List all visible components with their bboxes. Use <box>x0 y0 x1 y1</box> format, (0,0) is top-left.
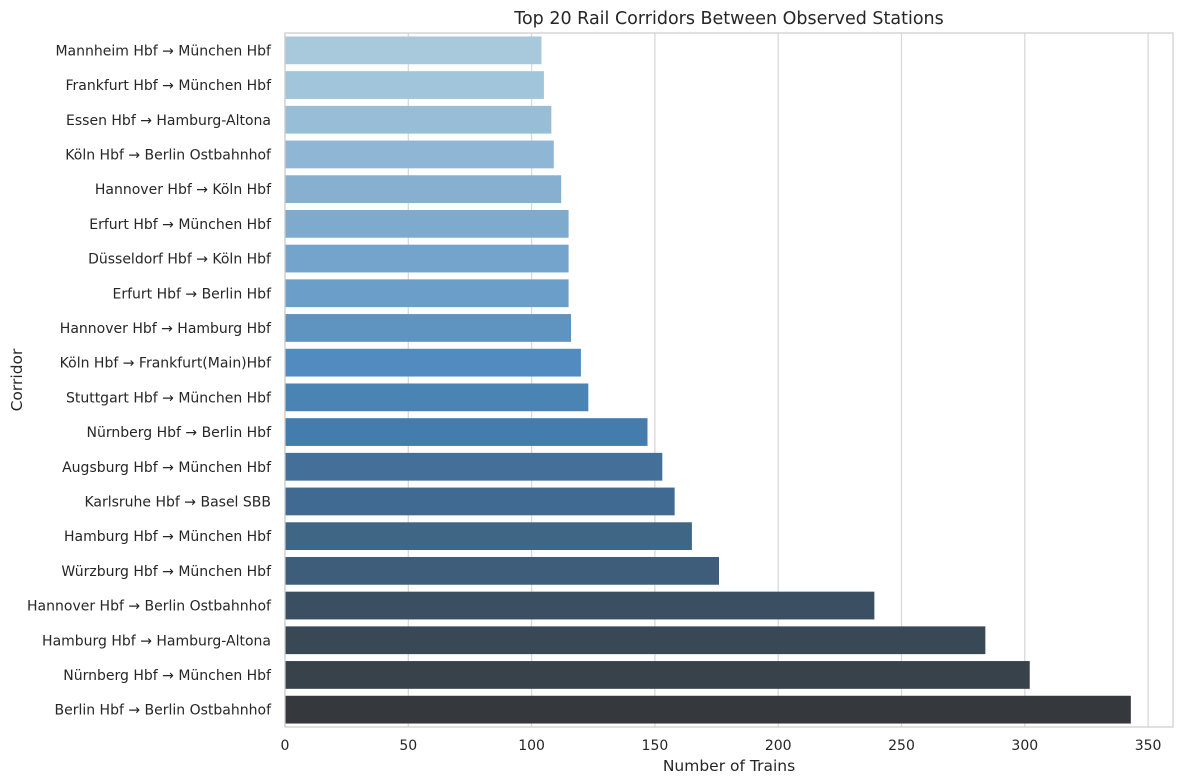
y-tick-label: Erfurt Hbf → München Hbf <box>89 217 272 233</box>
x-tick-label: 300 <box>1011 738 1038 754</box>
bar <box>285 71 544 99</box>
bar <box>285 348 581 377</box>
x-tick-label: 150 <box>642 738 669 754</box>
y-tick-label: Mannheim Hbf → München Hbf <box>55 43 272 59</box>
bar <box>285 209 569 238</box>
bar <box>285 626 986 655</box>
y-tick-label: Hamburg Hbf → München Hbf <box>64 529 272 545</box>
y-axis-label: Corridor <box>8 348 26 411</box>
bar <box>285 522 692 551</box>
x-tick-label: 350 <box>1135 738 1162 754</box>
y-tick-label: Hannover Hbf → Köln Hbf <box>95 182 272 198</box>
bar <box>285 175 562 204</box>
bar <box>285 695 1131 724</box>
y-tick-label: Köln Hbf → Berlin Ostbahnhof <box>65 147 272 163</box>
x-tick-label: 0 <box>281 738 290 754</box>
y-tick-label: Stuttgart Hbf → München Hbf <box>66 390 272 406</box>
y-tick-labels: Mannheim Hbf → München Hbf Frankfurt Hbf … <box>27 43 272 718</box>
chart-title: Top 20 Rail Corridors Between Observed S… <box>513 9 944 29</box>
grid-lines <box>284 33 1149 727</box>
y-tick-label: Berlin Hbf → Berlin Ostbahnhof <box>54 703 272 719</box>
bar <box>285 591 875 620</box>
y-tick-label: Hannover Hbf → Berlin Ostbahnhof <box>27 599 272 615</box>
bar <box>285 36 542 65</box>
y-tick-label: Nürnberg Hbf → Berlin Hbf <box>87 425 273 441</box>
bar <box>285 105 552 134</box>
bar <box>285 140 554 169</box>
x-tick-label: 100 <box>518 738 545 754</box>
x-tick-label: 50 <box>399 738 417 754</box>
y-tick-label: Düsseldorf Hbf → Köln Hbf <box>88 252 272 268</box>
bars-group <box>285 36 1131 724</box>
y-tick-label: Nürnberg Hbf → München Hbf <box>63 668 272 684</box>
x-axis-label: Number of Trains <box>663 757 795 775</box>
y-tick-label: Hannover Hbf → Hamburg Hbf <box>60 321 272 337</box>
bar <box>285 452 663 481</box>
y-tick-label: Hamburg Hbf → Hamburg-Altona <box>42 633 271 649</box>
y-tick-label: Essen Hbf → Hamburg-Altona <box>66 113 271 129</box>
y-tick-label: Würzburg Hbf → München Hbf <box>61 564 272 580</box>
x-tick-label: 200 <box>765 738 792 754</box>
bar <box>285 418 648 446</box>
bar <box>285 314 572 342</box>
plot-frame <box>284 32 1174 728</box>
bar <box>285 661 1030 689</box>
y-tick-label: Frankfurt Hbf → München Hbf <box>66 78 273 94</box>
x-tick-labels: 0 50 100 150 200 250 300 350 <box>281 738 1162 754</box>
y-tick-label: Augsburg Hbf → München Hbf <box>62 460 272 476</box>
bar <box>285 487 675 516</box>
y-tick-label: Erfurt Hbf → Berlin Hbf <box>113 286 273 302</box>
bar <box>285 244 569 273</box>
y-tick-label: Köln Hbf → Frankfurt(Main)Hbf <box>60 356 272 372</box>
bar <box>285 556 720 585</box>
x-tick-label: 250 <box>888 738 915 754</box>
bar <box>285 279 569 308</box>
bar <box>285 383 589 412</box>
y-tick-label: Karlsruhe Hbf → Basel SBB <box>84 494 271 510</box>
